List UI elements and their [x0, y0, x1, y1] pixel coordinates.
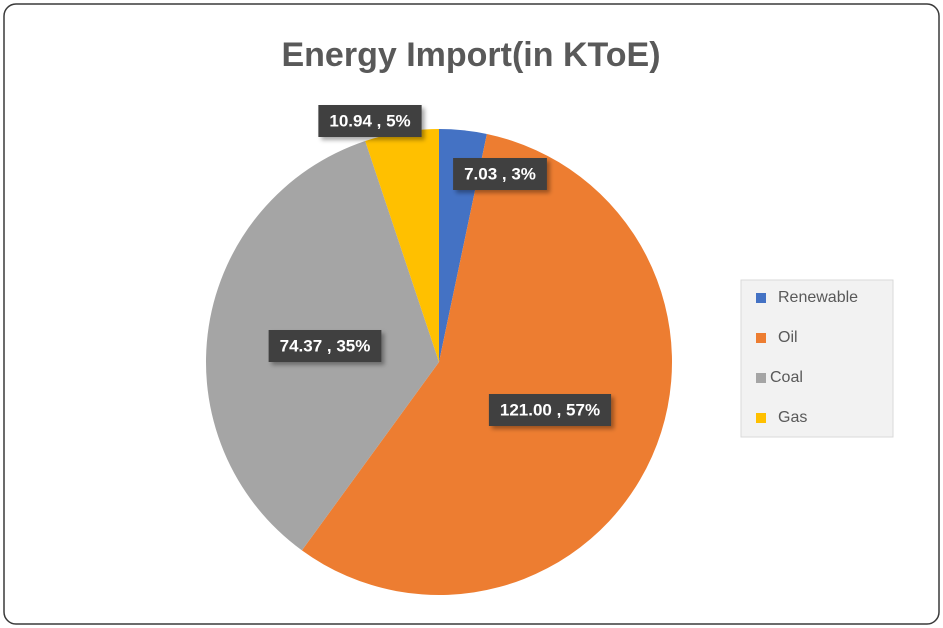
chart-title: Energy Import(in KToE) — [281, 36, 660, 74]
data-label-text: 7.03 , 3% — [464, 164, 536, 183]
legend-label: Oil — [778, 329, 798, 346]
legend-box — [740, 279, 894, 438]
legend-label: Gas — [778, 409, 807, 426]
data-label-text: 121.00 , 57% — [500, 400, 600, 419]
pie-slice — [301, 133, 672, 595]
data-label-box — [488, 394, 612, 426]
legend-label: Renewable — [778, 289, 858, 306]
pie-slice — [365, 129, 439, 362]
legend-swatch — [756, 413, 766, 423]
legend-label: Coal — [770, 369, 803, 386]
data-label-text: 74.37 , 35% — [280, 336, 371, 355]
data-label-text: 10.94 , 5% — [329, 111, 410, 130]
legend-swatch — [756, 293, 766, 303]
data-label-box — [318, 105, 422, 137]
data-label-box — [268, 330, 382, 362]
legend-swatch — [756, 333, 766, 343]
data-label-box — [453, 158, 547, 190]
legend-swatch — [756, 373, 766, 383]
